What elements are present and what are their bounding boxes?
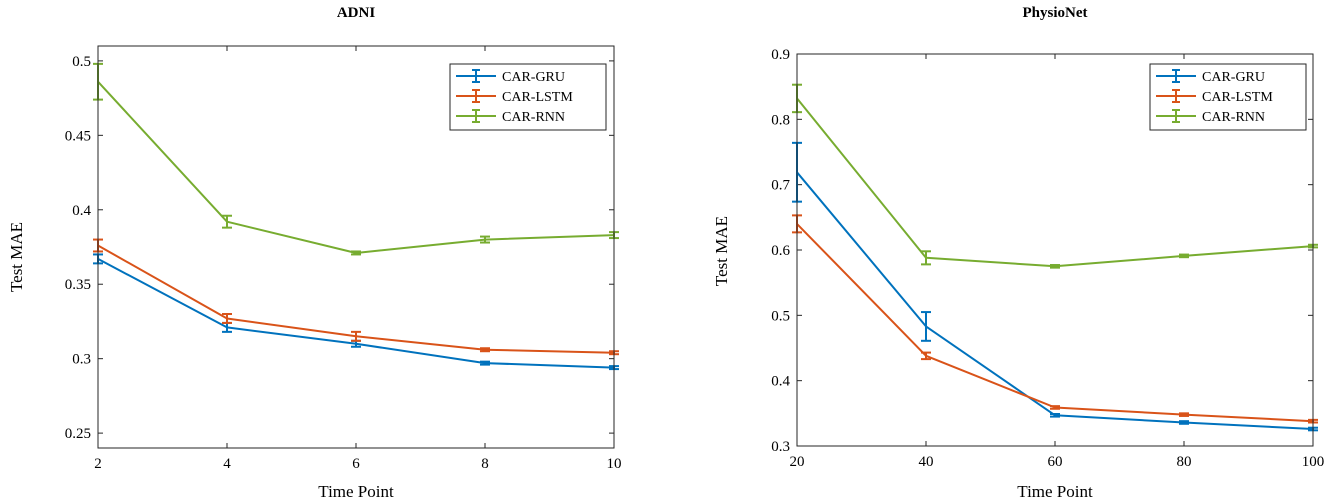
x-tick-label: 40 [919,454,934,470]
x-tick-label: 2 [94,456,102,472]
y-tick-label: 0.45 [65,128,91,144]
x-tick-label: 8 [481,456,489,472]
error-bar [1050,412,1060,418]
error-bar [1050,405,1060,410]
y-tick-label: 0.5 [771,308,790,324]
axes-box [97,45,615,449]
x-ticks: 20 40 60 80 100 [790,54,1325,470]
y-tick-label: 0.7 [771,178,790,194]
error-bar [222,214,232,229]
x-tick-label: 4 [223,456,231,472]
error-bar [1179,420,1189,425]
series-line [796,223,1314,423]
legend-item: CAR-RNN [1156,109,1265,125]
y-ticks: 0.3 0.4 0.5 0.6 0.7 0.8 0.9 [771,47,1313,455]
x-tick-label: 80 [1177,454,1192,470]
legend-item: CAR-GRU [456,69,565,85]
x-tick-label: 20 [790,454,805,470]
plot-series [792,83,1318,432]
x-axis-label: Time Point [318,482,394,501]
chart-adni: ADNI Time Point Test MAE 0.250.30.350.40… [7,5,622,501]
error-bar [480,235,490,244]
y-axis-label: Test MAE [7,222,26,292]
x-axis-label: Time Point [1017,482,1093,501]
error-bar [480,347,490,353]
error-bar [480,360,490,366]
axes-box [796,53,1314,447]
error-bar [1179,412,1189,417]
legend-label: CAR-RNN [502,110,565,125]
y-tick-label: 0.6 [771,243,790,259]
legend-label: CAR-LSTM [1202,90,1273,105]
error-bar [921,351,931,361]
y-tick-label: 0.25 [65,426,91,442]
y-tick-label: 0.8 [771,112,790,128]
y-ticks: 0.25 0.3 0.35 0.4 0.45 0.5 [65,54,614,442]
x-tick-label: 6 [352,456,360,472]
legend-item: CAR-LSTM [456,89,573,105]
legend-item: CAR-GRU [1156,69,1265,85]
chart-physionet: PhysioNet Time Point Test MAE 0.30.40.50… [712,5,1324,501]
legend-label: CAR-GRU [502,70,565,85]
legend: CAR-GRU CAR-LSTM CAR-RNN [1149,63,1307,131]
legend-item: CAR-RNN [456,109,565,125]
error-bar [921,311,931,342]
x-tick-label: 60 [1048,454,1063,470]
y-tick-label: 0.35 [65,277,91,293]
x-tick-label: 100 [1302,454,1325,470]
y-tick-label: 0.4 [72,203,91,219]
legend-label: CAR-GRU [1202,70,1265,85]
legend-item: CAR-LSTM [1156,89,1273,105]
legend: CAR-GRU CAR-LSTM CAR-RNN [449,63,607,131]
legend-label: CAR-RNN [1202,110,1265,125]
error-bar [351,250,361,256]
legend-label: CAR-LSTM [502,90,573,105]
y-tick-label: 0.3 [771,439,790,455]
error-bar [1179,253,1189,259]
y-tick-label: 0.5 [72,54,91,70]
series-line [796,171,1314,430]
y-axis-label: Test MAE [712,216,731,286]
error-bar [1050,264,1060,269]
x-tick-label: 10 [607,456,622,472]
y-tick-label: 0.9 [771,47,790,63]
error-bar [921,250,931,266]
error-bar [351,330,361,342]
chart-title: ADNI [337,5,375,21]
y-tick-label: 0.4 [771,374,790,390]
chart-title: PhysioNet [1023,5,1088,21]
error-bar [222,313,232,324]
y-tick-label: 0.3 [72,352,91,368]
plot-series [93,62,619,371]
